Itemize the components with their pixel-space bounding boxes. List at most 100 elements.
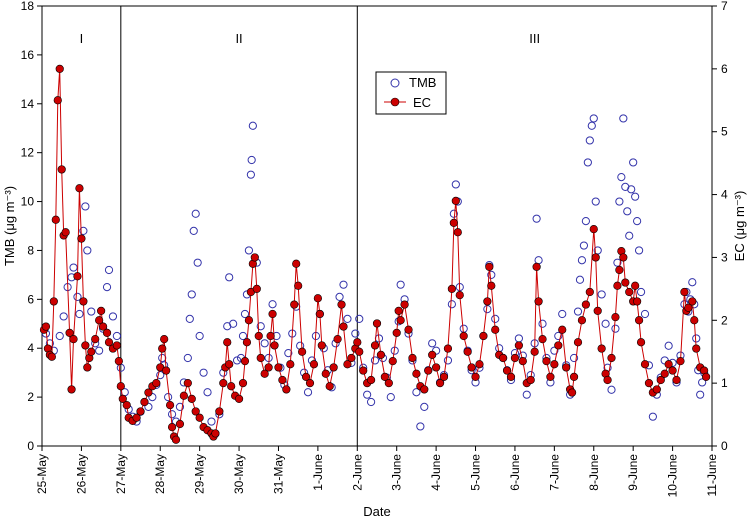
tmb-point (613, 258, 622, 267)
tmb-point (225, 273, 234, 282)
ec-point (187, 394, 196, 403)
ec-point (252, 284, 261, 293)
ec-point (167, 423, 177, 432)
tmb-point (144, 402, 153, 411)
ec-point (640, 360, 650, 369)
ec-point (140, 397, 149, 407)
tmb-point (335, 292, 344, 301)
right-tick-label: 7 (721, 0, 728, 13)
ec-point (690, 316, 699, 325)
tmb-point (59, 312, 68, 321)
ec-point (114, 357, 123, 366)
tmb-point (75, 309, 84, 319)
tmb-point (573, 307, 583, 316)
legend-box (375, 71, 447, 115)
tmb-point (625, 231, 634, 240)
ec-point (132, 413, 141, 422)
ec-point (506, 372, 516, 381)
ec-point (69, 335, 78, 344)
ec-point (424, 366, 433, 375)
x-tick-label: 11-June (705, 454, 719, 497)
ec-point (65, 328, 74, 337)
ec-point (475, 360, 484, 369)
ec-point (286, 360, 295, 369)
tmb-point (244, 246, 254, 255)
ec-point (116, 382, 125, 391)
ec-point (298, 347, 307, 356)
tmb-point (193, 258, 202, 267)
ec-point (274, 363, 283, 372)
ec-point (282, 385, 291, 394)
ec-point (175, 419, 185, 429)
tmb-point (420, 402, 429, 411)
ec-point (499, 353, 508, 363)
ec-point (75, 184, 84, 193)
ec-point (91, 335, 100, 344)
ec-point (238, 379, 248, 388)
ec-point (171, 435, 181, 444)
tmb-point (363, 390, 372, 399)
period-dividers (120, 6, 358, 446)
x-tick-label: 26-May (74, 454, 88, 494)
x-tick-label: 3-June (390, 454, 404, 491)
x-tick-label: 6-June (508, 454, 522, 491)
ec-point (292, 259, 301, 268)
ec-point (455, 291, 464, 300)
ec-point (467, 363, 476, 372)
tmb-point (185, 314, 194, 323)
tmb-point (175, 402, 185, 411)
ec-point (225, 360, 234, 369)
ec-point (165, 401, 175, 410)
ec-point (57, 165, 66, 174)
x-tick-label: 31-May (271, 454, 285, 494)
tmb-point (303, 388, 313, 397)
ec-point (432, 363, 441, 372)
ec-point (633, 297, 642, 306)
ec-point (619, 253, 628, 262)
ec-point (589, 225, 598, 234)
ec-point (51, 215, 60, 224)
tmb-point (229, 319, 238, 328)
tmb-point (260, 339, 269, 348)
ec-point (701, 372, 711, 381)
ec-point (227, 382, 236, 391)
ec-point (309, 360, 319, 369)
ec-point (98, 322, 108, 331)
tmb-point (396, 280, 405, 289)
tmb-point (591, 197, 600, 206)
tmb-point (451, 180, 460, 189)
right-axis-ticks: 0 1 2 3 4 5 6 7 (712, 0, 728, 453)
tmb-point (443, 356, 453, 365)
ec-point (384, 379, 393, 388)
ec-point (254, 331, 263, 341)
period-labels: I II III (80, 31, 540, 46)
tmb-point (366, 397, 376, 407)
ec-point (485, 262, 494, 271)
ec-point (510, 353, 520, 363)
left-tick-label: 4 (27, 341, 34, 355)
ec-point (631, 281, 640, 290)
ec-point (487, 281, 496, 290)
ec-point (83, 363, 92, 372)
x-tick-label: 5-June (469, 454, 483, 491)
ec-point (567, 388, 577, 397)
ec-point (244, 316, 254, 325)
tmb-point (688, 278, 697, 287)
ec-point (53, 96, 62, 105)
ec-point (585, 287, 594, 297)
ec-point (278, 375, 287, 385)
tmb-point (164, 393, 173, 402)
ec-point (73, 272, 82, 281)
ec-point (542, 357, 551, 366)
tmb-point (189, 226, 198, 235)
ec-point (144, 388, 153, 397)
ec-point (688, 297, 697, 306)
tmb-point (108, 312, 118, 321)
ec-point (530, 347, 539, 356)
ec-point (577, 316, 587, 325)
ec-point (268, 309, 277, 319)
ec-point (684, 303, 693, 312)
tmb-point (195, 331, 204, 341)
ec-point (333, 335, 342, 344)
ec-point (447, 284, 456, 293)
